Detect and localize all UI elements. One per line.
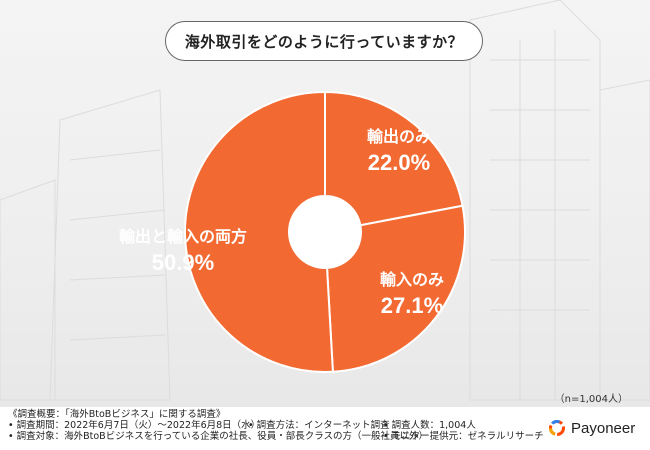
- sample-size-note: （n=1,004人）: [554, 394, 628, 405]
- brand-logo: Payoneer: [548, 419, 635, 437]
- survey-heading: 《調査概要：「海外BtoBビジネス」に関する調査》: [8, 409, 226, 420]
- payoneer-logo-icon: [549, 420, 565, 436]
- slice-label-1: 輸出のみ: [367, 127, 431, 146]
- survey-method: • 調査方法：インターネット調査: [248, 420, 390, 432]
- slice-value-1: 22.0%: [368, 150, 430, 175]
- question-title: 海外取引をどのように行っていますか？: [165, 21, 483, 61]
- survey-target: • 調査対象：海外BtoBビジネスを行っている企業の社長、役員・部長クラスの方（…: [8, 431, 429, 443]
- brand-name: Payoneer: [571, 419, 636, 437]
- survey-count: • 調査人数：1,004人: [383, 420, 476, 432]
- survey-provider: • モニター提供元：ゼネラルリサーチ: [383, 431, 544, 443]
- footer: 《調査概要：「海外BtoBビジネス」に関する調査》 • 調査期間：2022年6月…: [0, 407, 650, 450]
- slice-label-3: 輸出と輸入の両方: [119, 227, 247, 246]
- slice-value-2: 27.1%: [381, 293, 443, 318]
- slice-value-3: 50.9%: [152, 250, 214, 275]
- donut-hole: [289, 196, 361, 268]
- slice-label-2: 輸入のみ: [380, 270, 444, 289]
- survey-period: • 調査期間：2022年6月7日（火）〜2022年6月8日（水）: [8, 420, 261, 432]
